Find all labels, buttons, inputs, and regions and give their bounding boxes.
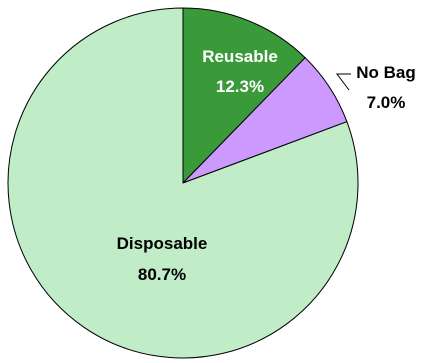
pie-value-label-reusable: 12.3% [216, 77, 264, 96]
pie-label-disposable: Disposable [117, 234, 208, 253]
pie-value-label-no-bag: 7.0% [367, 93, 406, 112]
pie-slice-disposable [7, 7, 359, 359]
pie-slice-reusable [182, 7, 306, 184]
leader-line-no-bag [336, 73, 351, 91]
pie-label-no-bag: No Bag [356, 63, 416, 82]
pie-slices [7, 7, 359, 359]
pie-value-label-disposable: 80.7% [138, 265, 186, 284]
pie-labels: Reusable 12.3% No Bag 7.0% Disposable 80.7% [117, 47, 416, 284]
pie-leader-lines [336, 73, 351, 91]
pie-label-reusable: Reusable [202, 47, 278, 66]
